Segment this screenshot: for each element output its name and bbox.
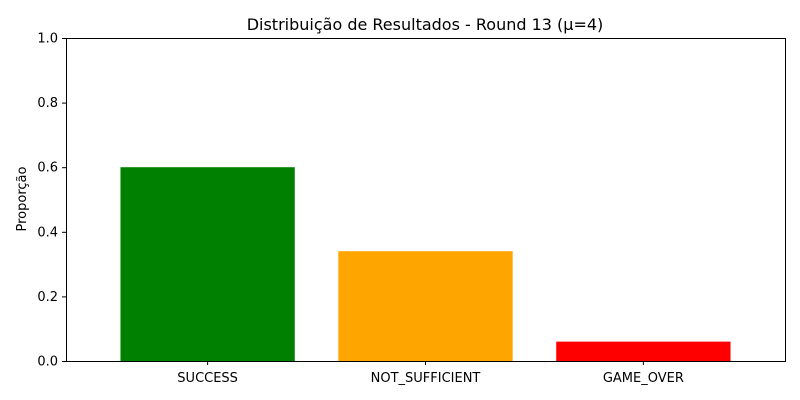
x-tick-label: GAME_OVER [603,371,684,386]
bar-success [120,167,295,361]
y-tick-label: 1.0 [37,32,58,47]
y-axis-label: Proporção [15,166,30,231]
bar-game-over [556,341,731,361]
y-tick-label: 0.6 [37,161,58,176]
x-ticks-group: SUCCESS NOT_SUFFICIENT GAME_OVER [177,361,684,386]
x-tick-label: SUCCESS [177,371,238,386]
y-tick-label: 0.2 [37,290,58,305]
bar-not-sufficient [338,251,513,361]
chart-title: Distribuição de Resultados - Round 13 (μ… [247,15,604,34]
y-tick-label: 0.4 [37,225,58,240]
y-tick-label: 0.0 [37,355,58,370]
y-ticks-group: 0.0 0.2 0.4 0.6 0.8 1.0 [37,32,66,370]
y-tick-label: 0.8 [37,96,58,111]
x-tick-label: NOT_SUFFICIENT [371,371,481,386]
bars-group [120,167,731,361]
plot-frame [66,38,786,362]
